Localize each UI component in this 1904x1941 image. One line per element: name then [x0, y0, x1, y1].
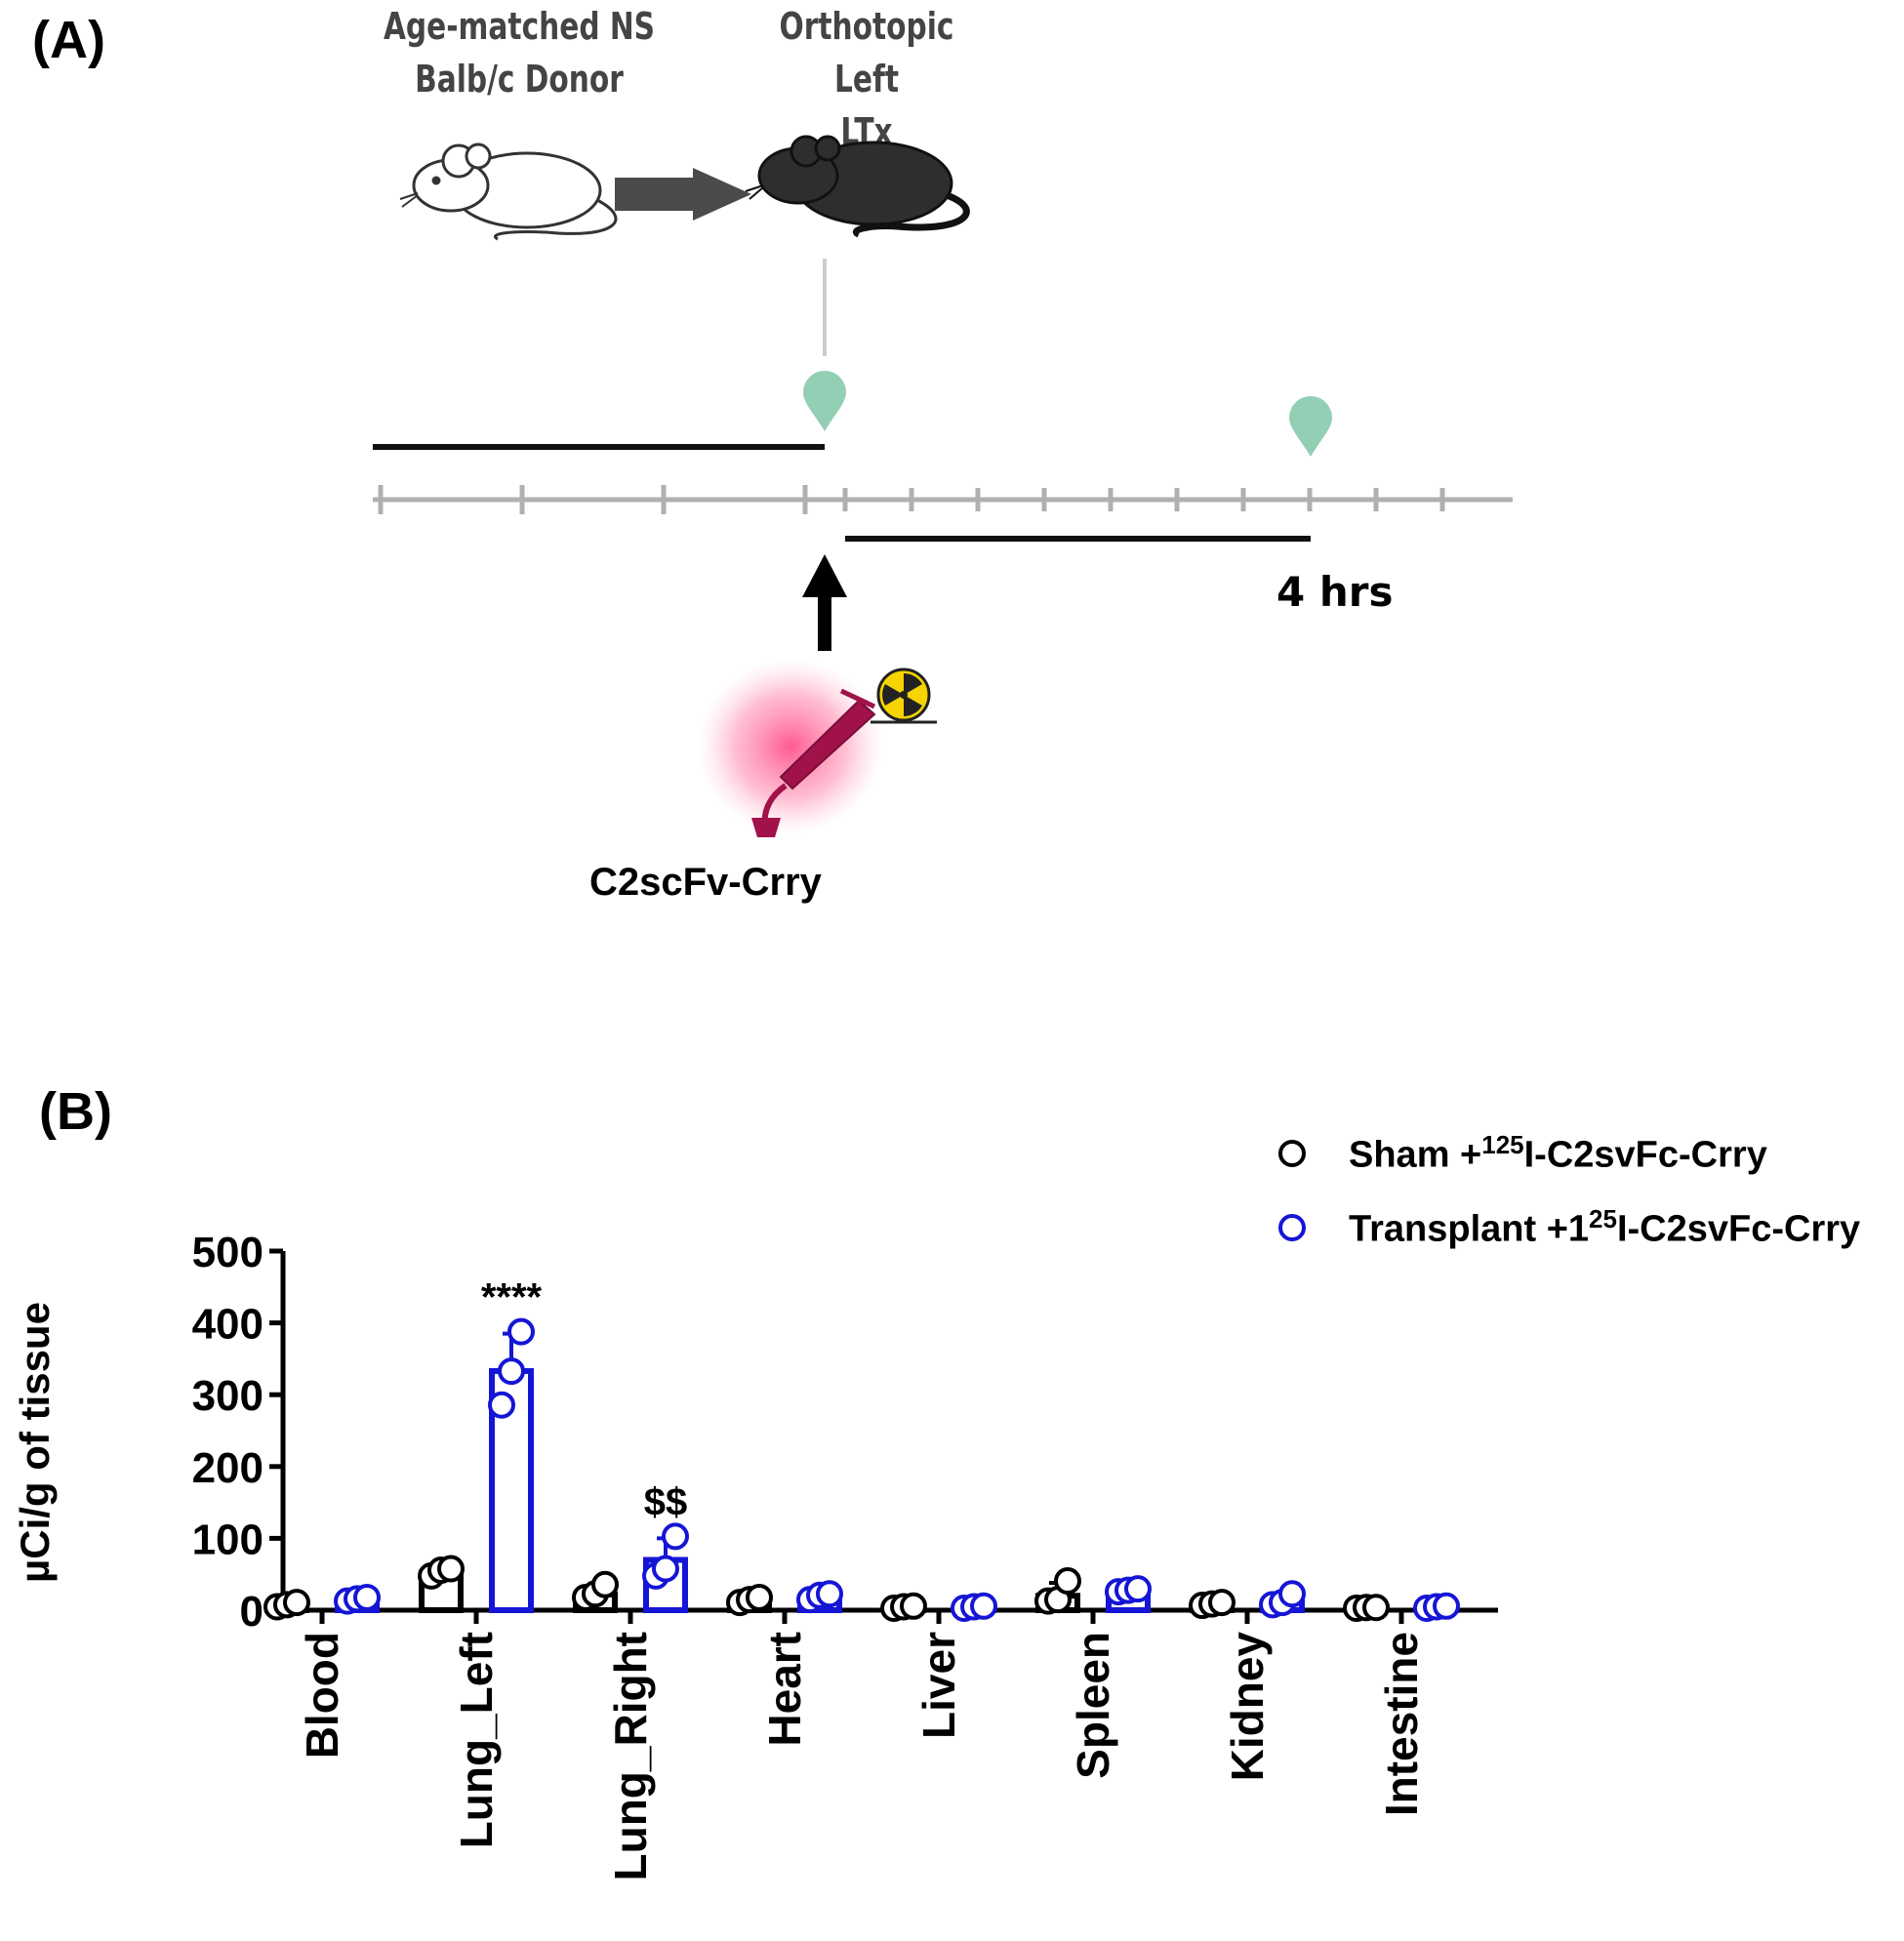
data-point [900, 1592, 927, 1620]
duration-label: 4 hrs [1276, 568, 1394, 616]
right-arrow-icon [615, 168, 751, 221]
significance-label: **** [481, 1276, 543, 1319]
data-point [970, 1592, 997, 1620]
legend-item-sham: Sham +125I-C2svFc-Crry [1276, 1130, 1767, 1177]
legend-marker-transplant [1278, 1213, 1306, 1241]
panel-a-label: (A) [32, 11, 105, 69]
y-axis-title: µCi/g of tissue [12, 1302, 58, 1583]
schematic-graphics [373, 135, 1513, 837]
x-tick-label: Lung_Left [451, 1632, 502, 1848]
white-mouse-icon [399, 142, 618, 241]
data-point [353, 1583, 381, 1611]
recipient-label-line1: Orthotopic Left [779, 5, 954, 101]
data-point [488, 1391, 515, 1419]
data-point [591, 1570, 619, 1598]
data-point [437, 1555, 465, 1583]
data-point [507, 1317, 535, 1346]
y-tick-label: 400 [192, 1301, 263, 1349]
x-tick-label: Lung_Right [605, 1632, 656, 1881]
data-point [1208, 1589, 1236, 1617]
donor-label-line1: Age-matched NS [383, 5, 656, 48]
y-tick-label: 100 [192, 1516, 263, 1563]
syringe-icon [698, 659, 883, 837]
data-point [652, 1555, 679, 1583]
y-tick-label: 300 [192, 1372, 263, 1420]
data-point [1278, 1580, 1306, 1608]
data-point [816, 1580, 843, 1608]
map-pin-icon [803, 371, 846, 431]
data-point [1362, 1594, 1390, 1622]
map-pin-icon [1289, 396, 1332, 457]
recipient-label: Orthotopic Left LTx [745, 0, 989, 158]
x-tick-label: Spleen [1068, 1632, 1118, 1779]
x-tick-label: Kidney [1222, 1632, 1273, 1782]
legend-label-transplant: Transplant +125I-C2svFc-Crry [1349, 1204, 1861, 1250]
data-point [1433, 1592, 1460, 1620]
x-tick-label: Intestine [1376, 1632, 1427, 1816]
data-point [498, 1357, 525, 1386]
panel-b-label: (B) [39, 1082, 112, 1141]
black-mouse-icon [745, 135, 970, 238]
legend-marker-sham [1278, 1139, 1306, 1167]
biodistribution-chart: 0 100 200 300 400 500 µCi/g of tissue Blood Lung… [12, 1229, 1498, 1881]
x-tick-label: Heart [759, 1632, 810, 1747]
significance-label: $$ [644, 1480, 688, 1523]
timeline-axis [373, 485, 1513, 514]
y-tick-label: 0 [240, 1588, 263, 1636]
radioactive-icon [871, 667, 937, 724]
data-point [746, 1583, 773, 1611]
data-point [662, 1522, 689, 1551]
up-arrow-icon [802, 554, 847, 651]
x-tick-label: Liver [913, 1632, 964, 1739]
data-point [1054, 1567, 1081, 1596]
data-point [1124, 1575, 1152, 1603]
drug-label: C2scFv-Crry [589, 861, 822, 904]
donor-label: Age-matched NS Balb/c Donor [383, 0, 657, 105]
y-tick-label: 500 [192, 1229, 263, 1276]
donor-label-line2: Balb/c Donor [415, 58, 624, 101]
y-tick-label: 200 [192, 1444, 263, 1492]
data-point [283, 1589, 310, 1617]
x-tick-label: Blood [297, 1632, 347, 1759]
legend-item-transplant: Transplant +125I-C2svFc-Crry [1276, 1204, 1860, 1251]
legend-label-sham: Sham +125I-C2svFc-Crry [1349, 1130, 1767, 1176]
